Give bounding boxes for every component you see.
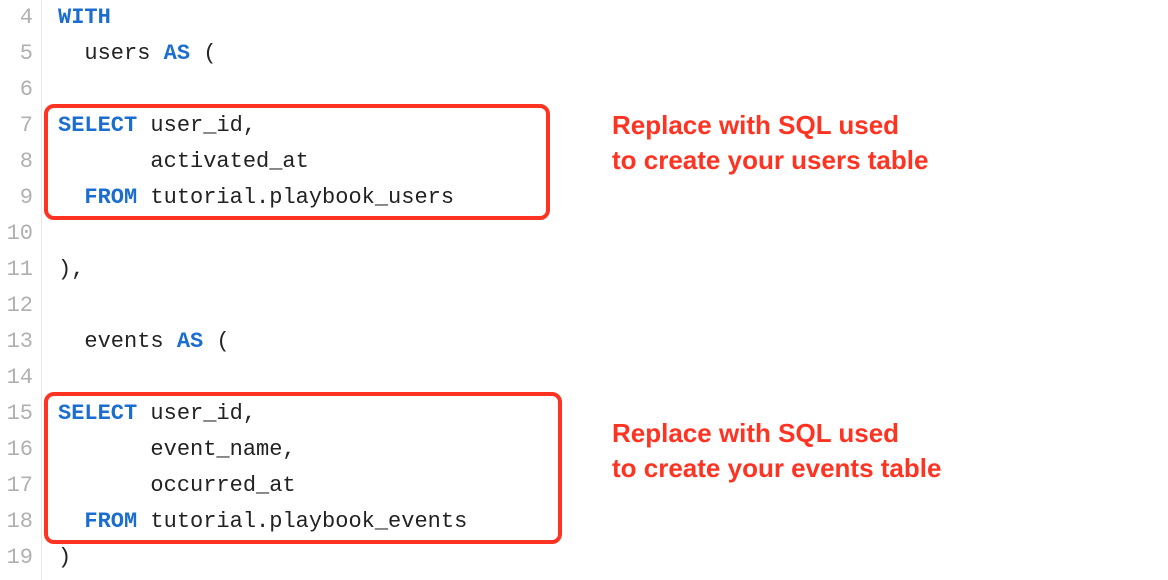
keyword-from: FROM [58,509,137,534]
keyword-select: SELECT [58,401,137,426]
code-line: FROM tutorial.playbook_users [58,180,1168,216]
code-line [58,360,1168,396]
line-number-gutter: 4 5 6 7 8 9 10 11 12 13 14 15 16 17 18 1… [0,0,42,580]
line-number: 13 [0,324,33,360]
line-number: 15 [0,396,33,432]
line-number: 18 [0,504,33,540]
annotation-users: Replace with SQL used to create your use… [612,108,928,178]
code-line: events AS ( [58,324,1168,360]
line-number: 11 [0,252,33,288]
keyword-with: WITH [58,5,111,30]
code-line [58,216,1168,252]
code-line: FROM tutorial.playbook_events [58,504,1168,540]
code-editor: 4 5 6 7 8 9 10 11 12 13 14 15 16 17 18 1… [0,0,1168,580]
line-number: 9 [0,180,33,216]
annotation-text: Replace with SQL used [612,416,941,451]
keyword-as: AS [177,329,203,354]
code-area[interactable]: WITH users AS ( SELECT user_id, activate… [42,0,1168,580]
line-number: 8 [0,144,33,180]
annotation-text: to create your events table [612,451,941,486]
line-number: 4 [0,0,33,36]
line-number: 6 [0,72,33,108]
keyword-as: AS [164,41,190,66]
line-number: 17 [0,468,33,504]
code-line: WITH [58,0,1168,36]
line-number: 14 [0,360,33,396]
code-line [58,288,1168,324]
keyword-select: SELECT [58,113,137,138]
line-number: 12 [0,288,33,324]
line-number: 10 [0,216,33,252]
line-number: 5 [0,36,33,72]
line-number: 19 [0,540,33,576]
line-number: 7 [0,108,33,144]
line-number: 16 [0,432,33,468]
annotation-text: Replace with SQL used [612,108,928,143]
annotation-text: to create your users table [612,143,928,178]
code-line: ) [58,540,1168,576]
code-line [58,72,1168,108]
annotation-events: Replace with SQL used to create your eve… [612,416,941,486]
code-line: users AS ( [58,36,1168,72]
keyword-from: FROM [58,185,137,210]
code-line: ), [58,252,1168,288]
